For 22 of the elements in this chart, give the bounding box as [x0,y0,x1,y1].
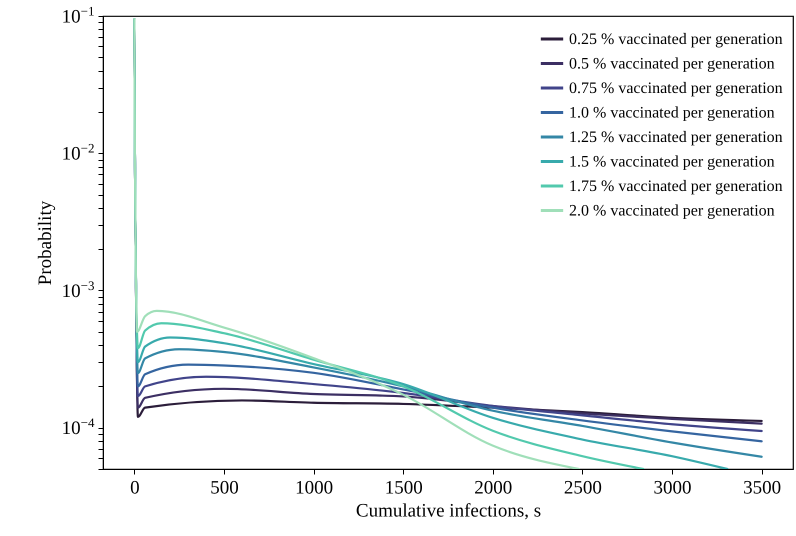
x-tick-label: 3500 [743,478,782,498]
x-tick-label: 500 [210,478,239,498]
y-tick-label: 10$^{−4}$ [62,414,95,440]
legend-label: 1.25 % vaccinated per generation [569,129,783,146]
y-tick-label: 10$^{−1}$ [62,3,94,28]
legend-label: 0.75 % vaccinated per generation [569,80,783,97]
legend-label: 0.25 % vaccinated per generation [569,31,783,48]
x-tick-label: 1000 [295,478,334,498]
x-tick-label: 3000 [654,478,692,498]
legend-label: 1.5 % vaccinated per generation [569,154,775,170]
y-tick-label: 10$^{−3}$ [62,277,94,302]
x-tick-label: 2500 [564,478,602,498]
legend-label: 2.0 % vaccinated per generation [569,202,775,220]
y-tick-label: 10$^{−2}$ [62,140,94,165]
x-axis-title: Cumulative infections, s [356,500,542,522]
legend-label: 0.5 % vaccinated per generation [569,56,775,72]
legend-label: 1.0 % vaccinated per generation [569,104,775,122]
x-tick-label: 2000 [474,478,512,498]
y-axis-title: Probability [34,200,56,286]
x-tick-label: 1500 [384,478,423,498]
legend-label: 1.75 % vaccinated per generation [569,178,783,195]
x-tick-label: 0 [130,478,140,498]
